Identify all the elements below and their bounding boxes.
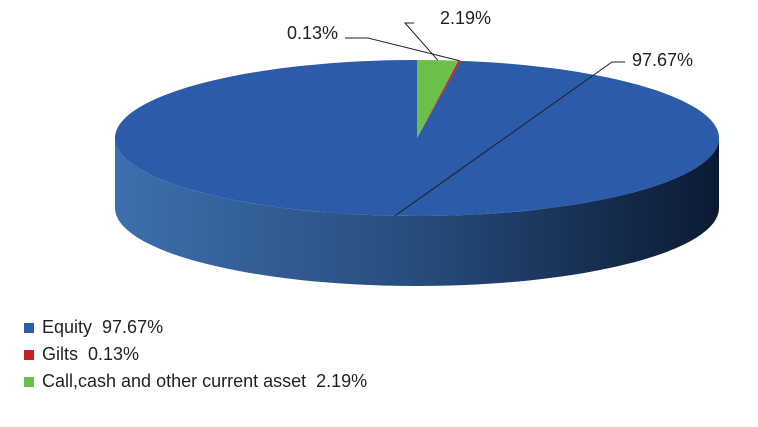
data-label-gilts: 0.13%: [287, 23, 338, 43]
legend-label-gilts: Gilts 0.13%: [42, 344, 140, 364]
leader-line-equity: [394, 61, 625, 217]
legend-swatch-cash: [24, 376, 34, 387]
pie-chart: 97.67% 0.13% 2.19%: [115, 8, 720, 286]
legend-item-cash: Call,cash and other current asset 2.19%: [24, 368, 367, 395]
pie-slice-call: [417, 60, 459, 138]
legend-label-equity: Equity 97.67%: [42, 317, 164, 337]
pie-side-wall: [115, 138, 719, 286]
leader-line-cash: [403, 22, 439, 61]
legend-swatch-gilts: [24, 349, 34, 360]
data-label-cash: 2.19%: [440, 8, 491, 28]
legend: Equity 97.67% Gilts 0.13% Call,cash and …: [24, 314, 367, 395]
legend-item-gilts: Gilts 0.13%: [24, 341, 367, 368]
pie-slice-gilts: [417, 60, 461, 138]
legend-swatch-equity: [24, 322, 34, 333]
legend-label-cash: Call,cash and other current asset 2.19%: [42, 371, 368, 391]
leader-line-gilts: [345, 37, 460, 62]
legend-item-equity: Equity 97.67%: [24, 314, 367, 341]
data-label-equity: 97.67%: [632, 50, 693, 70]
pie-slice-equity: [115, 60, 720, 216]
